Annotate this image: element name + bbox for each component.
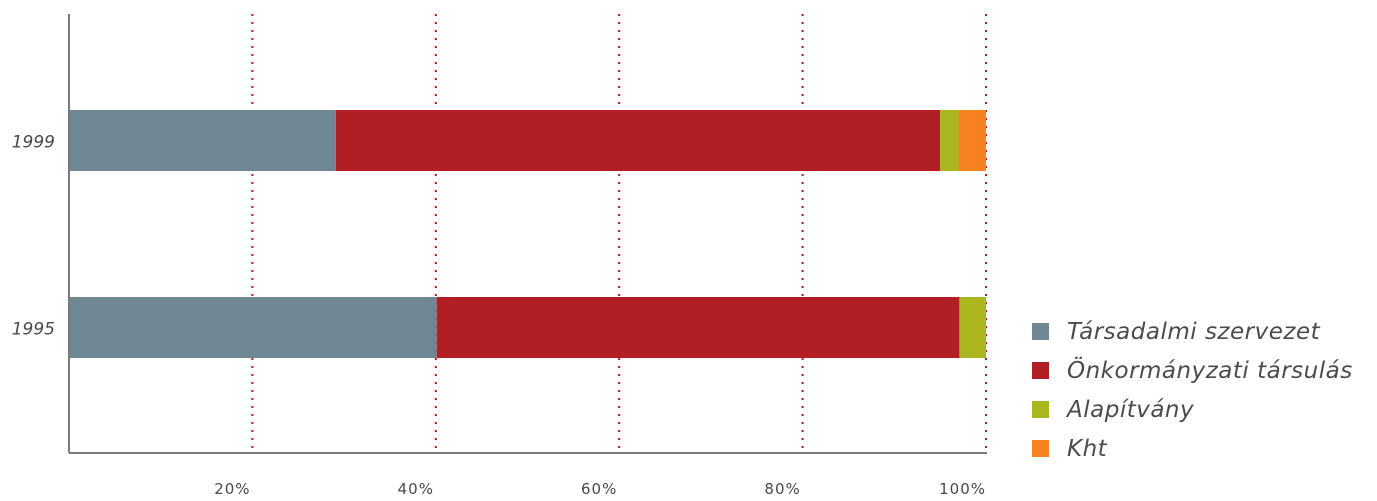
legend-item: Alapítvány [1032,390,1372,429]
legend-swatch [1032,323,1049,340]
gridlines [251,14,987,453]
bar-segment [436,297,960,358]
legend-label: Társadalmi szervezet [1067,318,1321,345]
bar-segment [69,110,336,171]
bar-segment [69,297,437,358]
x-tick-label: 80% [764,480,800,497]
bar-segment [335,110,941,171]
bars [69,110,986,358]
legend-item: Kht [1032,429,1372,468]
axes [68,14,987,454]
legend-label: Kht [1067,435,1108,462]
legend-label: Alapítvány [1067,396,1195,423]
legend-item: Önkormányzati társulás [1032,351,1372,390]
legend-swatch [1032,401,1049,418]
x-tick-label: 60% [581,480,617,497]
x-tick-label: 40% [398,480,434,497]
legend-label: Önkormányzati társulás [1067,357,1353,384]
bar-segment [940,110,959,171]
category-label: 1999 [12,133,55,153]
legend-swatch [1032,362,1049,379]
category-label: 1995 [12,320,55,340]
x-tick-label: 100% [939,480,986,497]
tick-labels: 1999 1995 20% 40% 60% 80% 100% [12,133,986,499]
bar-segment [959,297,986,358]
chart-legend: Társadalmi szervezet Önkormányzati társu… [1032,312,1372,468]
legend-swatch [1032,440,1049,457]
bar-segment [958,110,986,171]
legend-item: Társadalmi szervezet [1032,312,1372,351]
x-tick-label: 20% [214,480,250,497]
